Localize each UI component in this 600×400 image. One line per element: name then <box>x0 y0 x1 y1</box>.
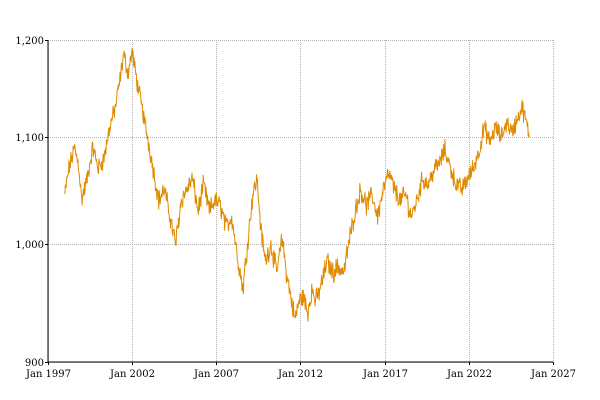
series-group <box>64 47 530 322</box>
x-tick-label: Jan 2002 <box>109 369 155 380</box>
x-tick-label: Jan 2022 <box>446 369 492 380</box>
y-tick-label: 900 <box>25 358 44 369</box>
y-tick-label: 1,200 <box>15 36 44 47</box>
y-tick-labels: 900 1,000 1,100 1,200 <box>15 36 48 369</box>
x-tick-label: Jan 2017 <box>362 369 408 380</box>
y-tick-label: 1,100 <box>15 133 44 144</box>
series-line <box>64 47 530 322</box>
y-tick-label: 1,000 <box>15 240 44 251</box>
grid <box>48 40 554 363</box>
x-tick-label: Jan 1997 <box>25 369 71 380</box>
x-tick-label: Jan 2012 <box>277 369 323 380</box>
x-tick-labels: Jan 1997 Jan 2002 Jan 2007 Jan 2012 Jan 2017… <box>25 362 576 380</box>
x-tick-label: Jan 2007 <box>193 369 239 380</box>
x-tick-label: Jan 2027 <box>530 369 576 380</box>
